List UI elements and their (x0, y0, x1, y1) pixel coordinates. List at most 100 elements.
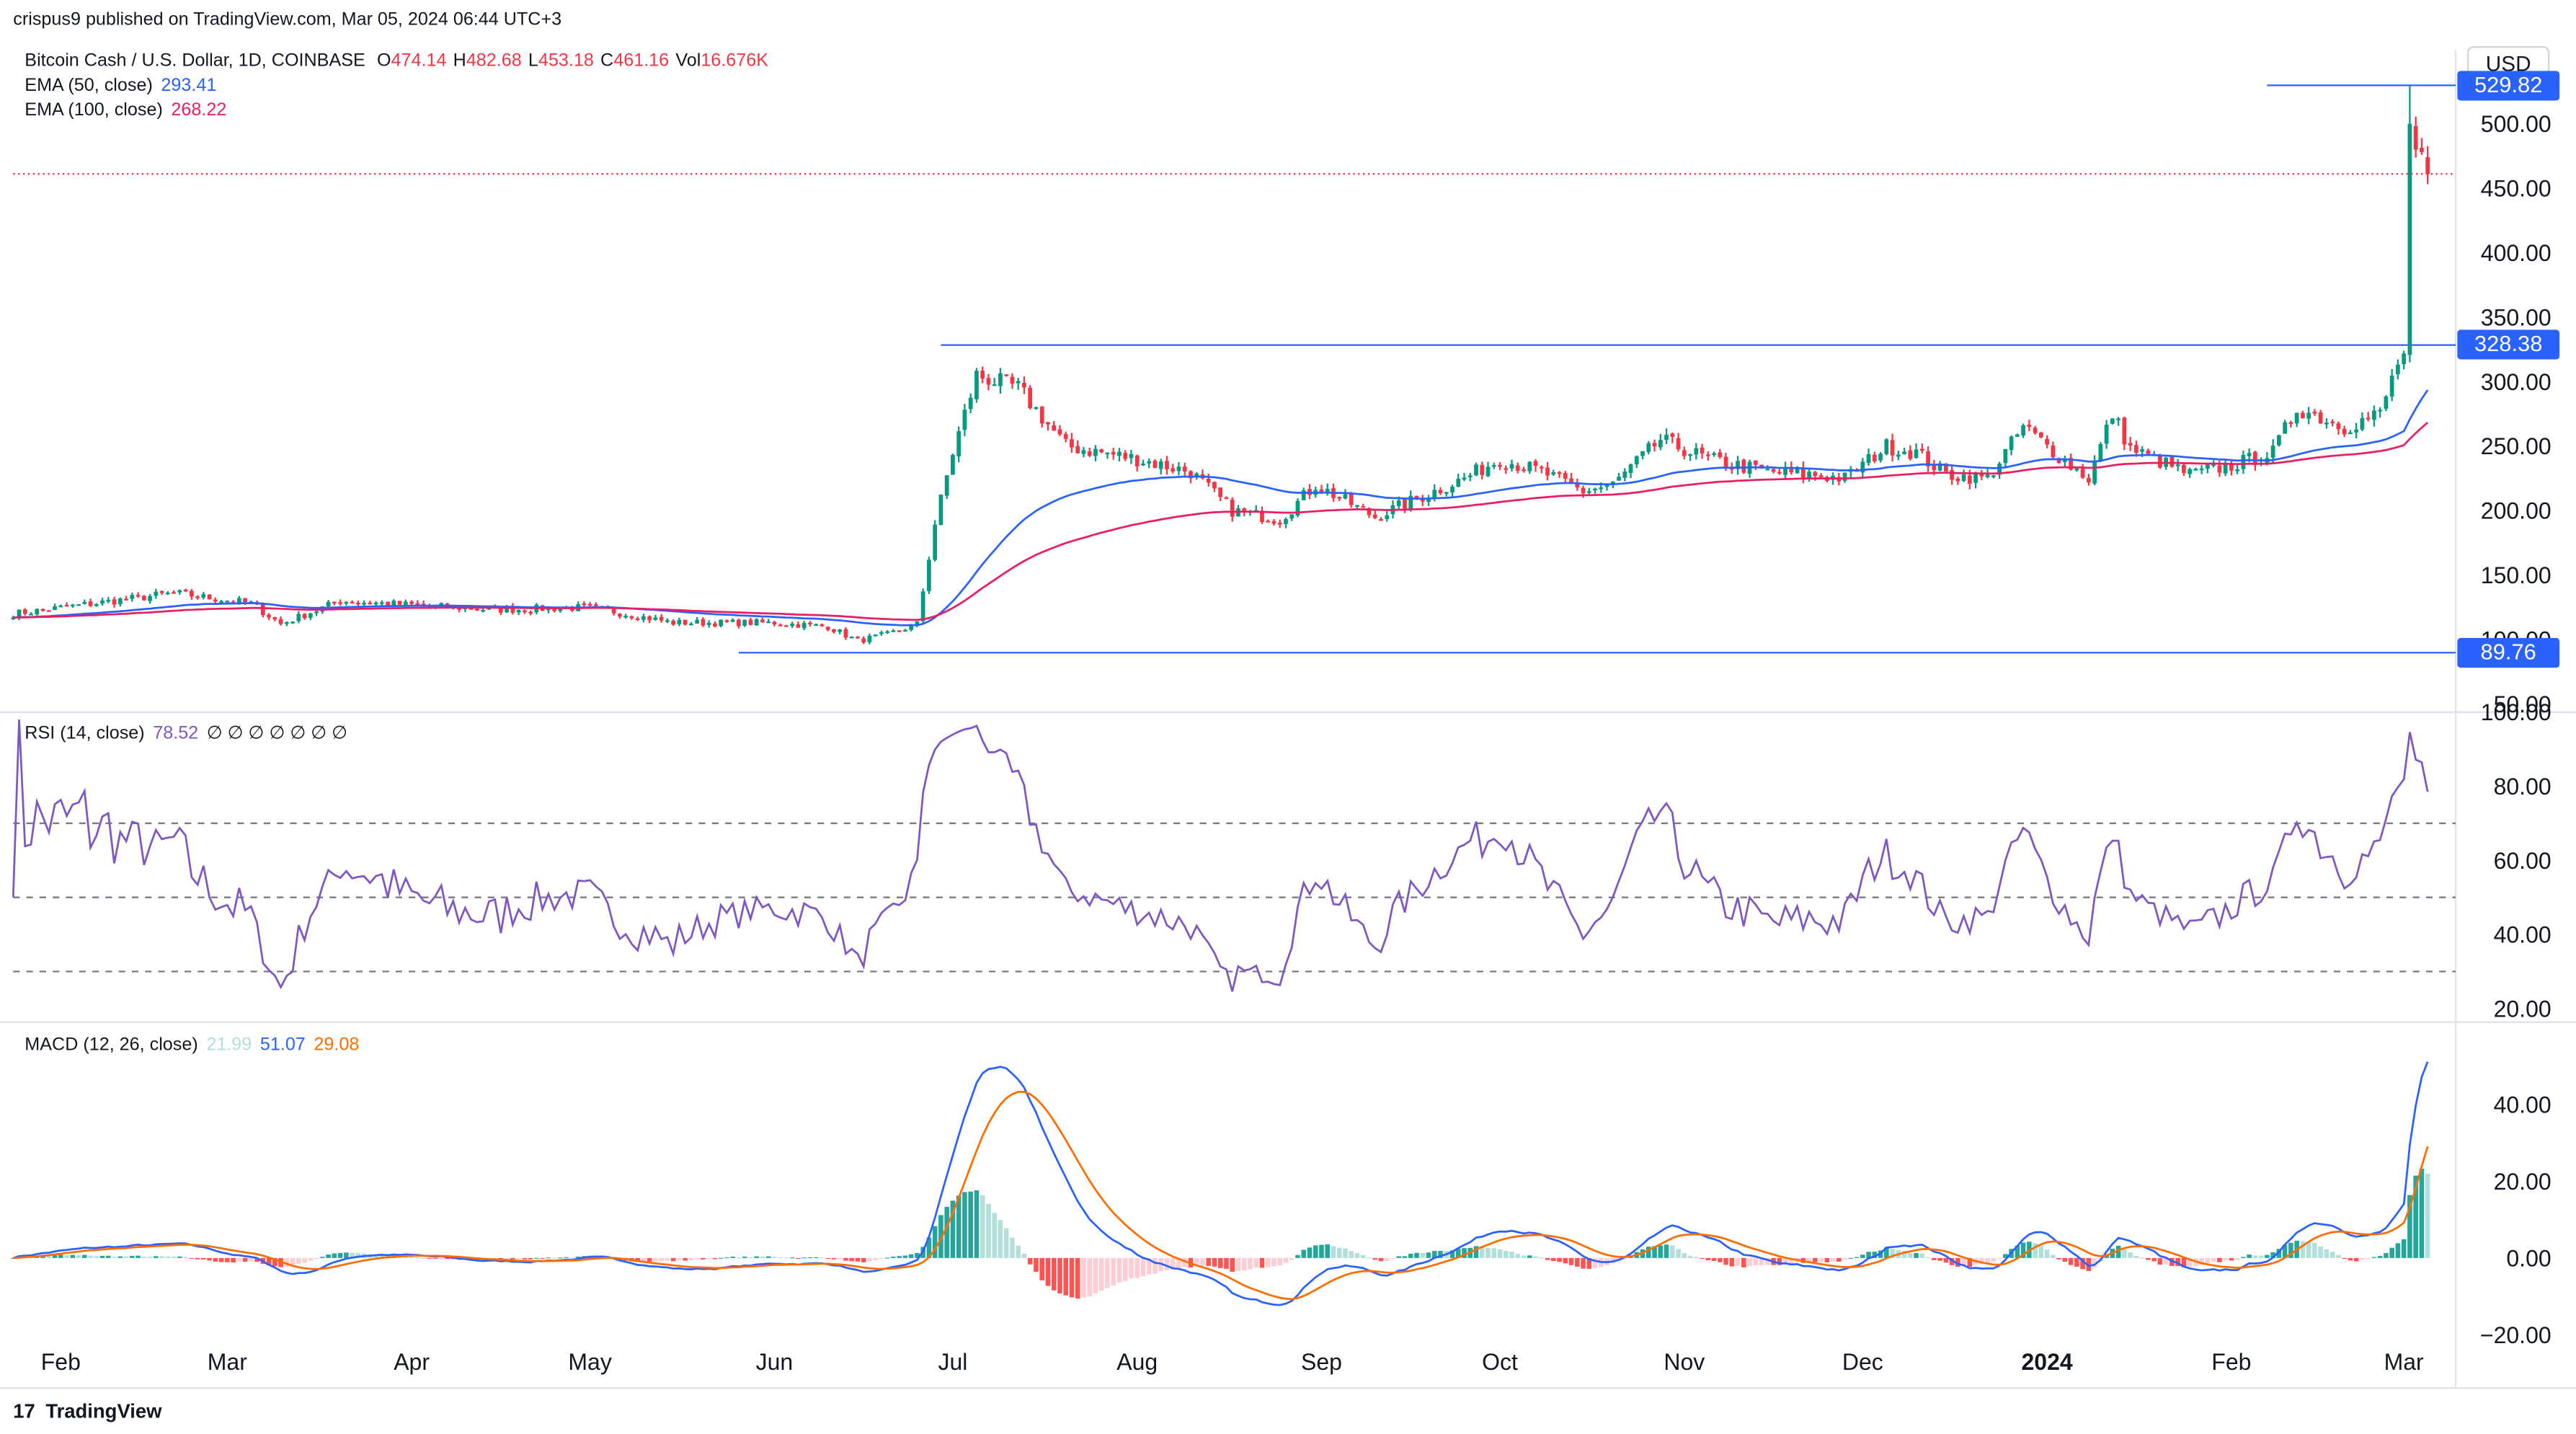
ema100-legend[interactable]: EMA (100, close) 268.22 (25, 100, 226, 120)
candle (355, 600, 360, 606)
macd-hist-bar (284, 1257, 290, 1267)
candle (1700, 443, 1705, 459)
candle (64, 602, 69, 607)
candle (2425, 146, 2430, 185)
macd-hist-bar (908, 1254, 914, 1258)
ohlc-vol: Vol16.676K (675, 50, 769, 71)
macd-legend[interactable]: MACD (12, 26, close) 21.99 51.07 29.08 (25, 1035, 359, 1055)
candle (2360, 412, 2365, 431)
candle (766, 619, 771, 624)
macd-hist-bar (1919, 1253, 1925, 1258)
candle (695, 616, 700, 624)
macd-hist-bar (2163, 1257, 2169, 1265)
candle (40, 608, 45, 612)
macd-hist-bar (350, 1252, 355, 1258)
candle (1063, 431, 1068, 443)
candle (653, 614, 658, 621)
price-tag: 529.82 (2457, 70, 2560, 100)
macd-hist-bar (2146, 1257, 2151, 1260)
macd-hist-bar (2413, 1175, 2418, 1258)
macd-hist-bar (1491, 1248, 1497, 1258)
macd-hist-bar (558, 1257, 563, 1259)
macd-hist-bar (926, 1237, 932, 1258)
tradingview-footer[interactable]: 17 TradingView (13, 1399, 161, 1422)
candle (1129, 449, 1134, 464)
candle (1284, 517, 1288, 528)
macd-hist-bar (677, 1257, 682, 1261)
macd-hist-bar (147, 1257, 153, 1258)
macd-hist-bar (1420, 1252, 1426, 1258)
macd-hist-bar (94, 1256, 99, 1258)
macd-hist-bar (1550, 1257, 1556, 1262)
candle (1343, 489, 1348, 500)
macd-hist-bar (534, 1257, 539, 1259)
macd-hist-bar (403, 1256, 409, 1258)
macd-tick: 20.00 (2494, 1169, 2551, 1195)
candle (1634, 455, 1639, 469)
macd-hist-bar (421, 1257, 426, 1259)
candle (1783, 461, 1787, 480)
macd-hist-bar (1289, 1257, 1294, 1260)
ema50-value: 293.41 (161, 76, 217, 96)
macd-hist-bar (950, 1200, 956, 1258)
candle (225, 600, 230, 603)
time-tick: 2024 (2022, 1349, 2073, 1375)
candle (701, 617, 706, 627)
macd-hist-bar (1932, 1257, 1937, 1260)
macd-hist-bar (1789, 1257, 1794, 1264)
candle (1860, 458, 1865, 477)
candle (2330, 419, 2335, 427)
time-tick: Apr (394, 1349, 430, 1375)
candle (1152, 459, 1158, 469)
candle (1712, 451, 1716, 457)
candle (1004, 374, 1009, 377)
candle (849, 636, 854, 639)
candle (647, 615, 652, 624)
candle (2051, 441, 2056, 460)
candle (2336, 421, 2341, 435)
candle (2277, 434, 2281, 447)
candle (290, 621, 295, 624)
macd-hist-bar (1991, 1257, 1997, 1262)
candle (2407, 85, 2412, 363)
macd-hist-bar (897, 1256, 902, 1258)
macd-hist-bar (2401, 1239, 2407, 1258)
candle (1022, 376, 1026, 394)
macd-hist-bar (1354, 1253, 1360, 1258)
candle (2104, 420, 2109, 449)
macd-hist-bar (2080, 1257, 2085, 1270)
macd-hist-bar (1253, 1257, 1259, 1267)
macd-hist-bar (1027, 1257, 1033, 1265)
macd-hist-bar (1194, 1257, 1199, 1267)
macd-hist-bar (1937, 1257, 1942, 1261)
candle (1462, 472, 1467, 482)
candle (117, 597, 123, 607)
candle (998, 368, 1003, 394)
rsi-extras: ∅ ∅ ∅ ∅ ∅ ∅ ∅ (206, 723, 348, 744)
macd-hist-bar (1438, 1251, 1443, 1258)
candle (927, 557, 931, 594)
candle (1617, 472, 1621, 481)
macd-hist-bar (2068, 1257, 2074, 1265)
candle (1295, 498, 1300, 518)
candle (177, 589, 182, 596)
candle (70, 603, 75, 608)
candle (1527, 461, 1532, 474)
macd-hist-bar (1943, 1257, 1949, 1263)
macd-hist-bar (2044, 1249, 2050, 1258)
macd-hist-bar (1164, 1257, 1170, 1271)
rsi-legend[interactable]: RSI (14, close) 78.52 ∅ ∅ ∅ ∅ ∅ ∅ ∅ (25, 722, 348, 744)
macd-hist-bar (1694, 1257, 1699, 1258)
candle (1361, 503, 1366, 508)
main-legend[interactable]: Bitcoin Cash / U.S. Dollar, 1D, COINBASE… (25, 51, 768, 71)
ema50-legend[interactable]: EMA (50, close) 293.41 (25, 76, 216, 95)
macd-hist-bar (2389, 1247, 2394, 1258)
macd-hist-bar (1057, 1257, 1062, 1293)
candle (897, 630, 902, 632)
candle (2205, 464, 2210, 474)
candle (1777, 467, 1782, 475)
macd-hist-bar (2425, 1173, 2430, 1258)
macd-hist-bar (432, 1257, 438, 1260)
